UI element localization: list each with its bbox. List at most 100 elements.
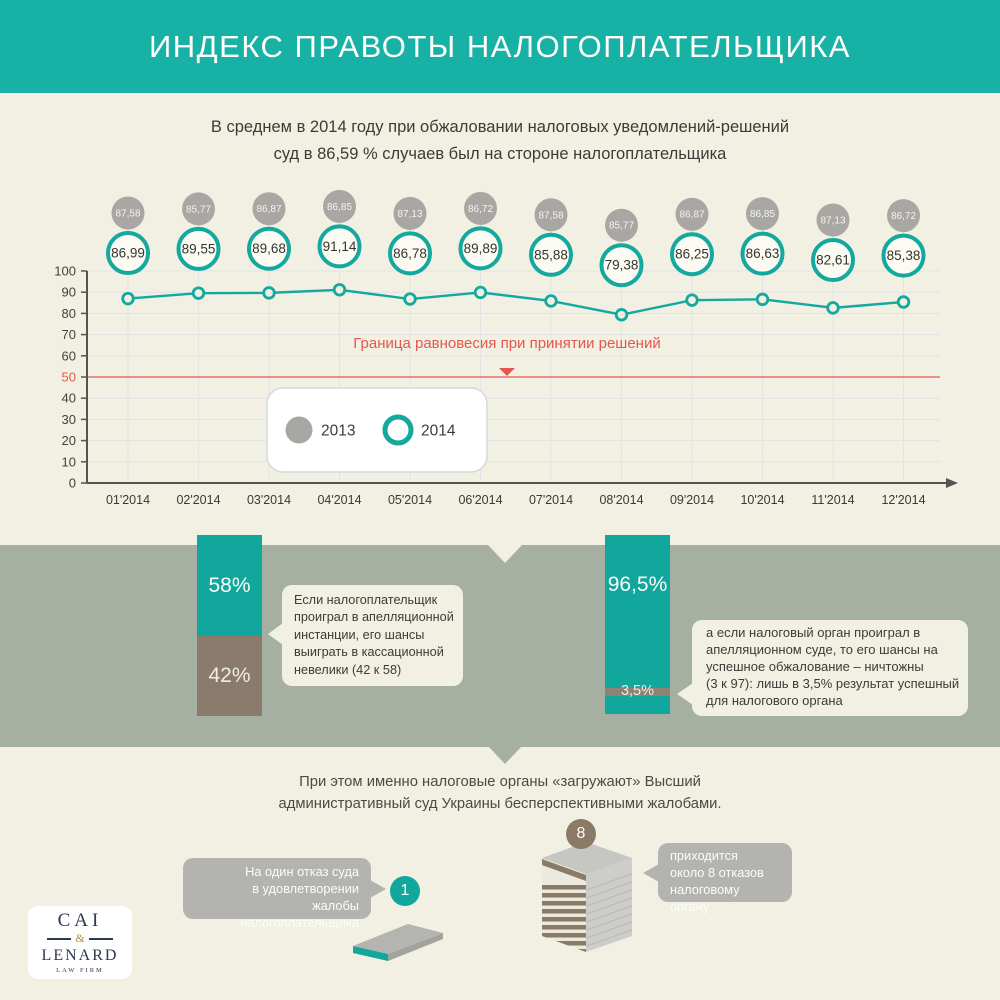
svg-text:86,85: 86,85 [750, 209, 775, 220]
count-eight-value: 8 [576, 825, 586, 842]
bar-segment-58: 58% [197, 535, 262, 637]
band-bottom-arrow [488, 746, 522, 764]
svg-text:10: 10 [62, 454, 76, 469]
svg-text:30: 30 [62, 412, 76, 427]
law-firm-logo: CAI & LENARD LAW FIRM [28, 906, 132, 979]
appeal-loss-bar: 58% 42% [197, 535, 262, 716]
svg-text:85,77: 85,77 [186, 204, 211, 215]
eight-refusals-bubble-line: приходится [670, 848, 738, 863]
svg-text:60: 60 [62, 348, 76, 363]
bottom-paragraph-line-1: При этом именно налоговые органы «загруж… [299, 774, 701, 790]
svg-text:89,89: 89,89 [464, 241, 498, 256]
legend: 2013 2014 [266, 387, 488, 473]
svg-text:91,14: 91,14 [323, 239, 357, 254]
count-eight-badge: 8 [566, 819, 596, 849]
series-2014-line [127, 288, 904, 316]
series-2013-value-bubbles: 87,58 85,77 86,87 86,85 87,13 86,72 87,58 85,77… [111, 189, 920, 242]
threshold-label: Граница равновесия при принятии решений [353, 335, 660, 352]
svg-text:20: 20 [62, 433, 76, 448]
left-callout-line: выиграть в кассационной [294, 645, 444, 660]
one-refusal-bubble-line: в удовлетворении [252, 881, 359, 896]
bar-segment-42: 42% [197, 636, 262, 716]
svg-text:100: 100 [54, 264, 76, 279]
right-callout-tail [677, 683, 693, 705]
horizontal-gridlines [87, 270, 940, 463]
svg-text:04'2014: 04'2014 [317, 493, 361, 507]
svg-text:85,38: 85,38 [887, 248, 921, 263]
eight-refusals-bubble: приходится около 8 отказов налоговому ор… [658, 843, 792, 914]
logo-rule-right [88, 937, 113, 940]
svg-text:86,87: 86,87 [256, 204, 281, 215]
svg-text:86,25: 86,25 [675, 247, 709, 262]
tax-authority-bar: 96,5% 3,5% [605, 535, 670, 714]
svg-text:86,78: 86,78 [393, 246, 427, 261]
svg-text:89,55: 89,55 [182, 241, 216, 256]
bubble-connectors [127, 206, 905, 266]
bar-label-58: 58% [208, 573, 251, 597]
svg-text:79,38: 79,38 [605, 258, 639, 273]
right-callout-line: для налогового органа [706, 692, 843, 708]
left-callout-line: невелики (42 к 58) [294, 662, 402, 677]
svg-text:05'2014: 05'2014 [388, 493, 432, 507]
logo-tagline: LAW FIRM [56, 967, 104, 974]
svg-text:86,87: 86,87 [679, 210, 704, 221]
threshold-pointer-icon [499, 368, 515, 376]
subtitle: В среднем в 2014 году при обжаловании на… [0, 114, 1000, 168]
bar-stripe-3-5 [605, 688, 670, 696]
svg-text:02'2014: 02'2014 [176, 493, 220, 507]
subtitle-line-2: суд в 86,59 % случаев был на стороне нал… [273, 145, 727, 163]
svg-text:80: 80 [62, 306, 76, 321]
left-callout: Если налогоплательщик проиграл в апелляц… [282, 585, 463, 686]
logo-name-top: CAI [57, 910, 103, 931]
svg-text:09'2014: 09'2014 [670, 493, 714, 507]
right-callout-line: апелляционном суде, то его шансы на [706, 641, 938, 657]
svg-text:85,77: 85,77 [609, 221, 634, 232]
single-sheet-icon [353, 924, 443, 961]
right-callout-line: а если налоговый орган проиграл в [706, 625, 921, 640]
svg-text:2013: 2013 [321, 423, 355, 440]
bar-label-96-5: 96,5% [607, 573, 668, 596]
logo-ampersand-row: & [47, 931, 113, 946]
logo-rule-left [47, 937, 72, 940]
count-one-value: 1 [400, 882, 410, 899]
left-callout-line: проиграл в апелляционной [294, 610, 454, 625]
x-axis-labels: 01'2014 02'2014 03'2014 04'2014 05'2014 06'20… [106, 493, 926, 507]
left-callout-tail [268, 623, 283, 645]
svg-text:03'2014: 03'2014 [247, 493, 291, 507]
svg-text:87,58: 87,58 [538, 210, 563, 221]
svg-text:86,63: 86,63 [746, 246, 780, 261]
header-bar: ИНДЕКС ПРАВОТЫ НАЛОГОПЛАТЕЛЬЩИКА [0, 0, 1000, 93]
count-one-badge: 1 [390, 876, 420, 906]
svg-text:12'2014: 12'2014 [881, 493, 925, 507]
right-callout-line: успешное обжалование – ничтожны [706, 658, 924, 674]
svg-text:0: 0 [69, 476, 76, 491]
svg-text:86,85: 86,85 [327, 202, 352, 213]
legend-2014-swatch-icon [382, 414, 414, 446]
svg-text:70: 70 [62, 327, 76, 342]
one-refusal-bubble-line: жалобы налогоплательщика [240, 898, 359, 930]
page-title: ИНДЕКС ПРАВОТЫ НАЛОГОПЛАТЕЛЬЩИКА [149, 28, 851, 64]
series-2014-markers [121, 283, 911, 322]
bar-label-42: 42% [208, 664, 251, 688]
svg-text:90: 90 [62, 285, 76, 300]
svg-text:87,13: 87,13 [820, 216, 845, 227]
svg-text:86,72: 86,72 [891, 211, 916, 222]
svg-text:06'2014: 06'2014 [458, 493, 502, 507]
svg-text:87,58: 87,58 [115, 209, 140, 220]
logo-name-bottom: LENARD [41, 947, 119, 964]
svg-text:86,72: 86,72 [468, 204, 493, 215]
right-callout-line: (3 к 97): лишь в 3,5% результат успешный [706, 675, 960, 691]
svg-text:40: 40 [62, 391, 76, 406]
left-callout-line: Если налогоплательщик [294, 593, 438, 607]
band-top-notch [488, 545, 522, 563]
bar-label-3-5: 3,5% [620, 683, 655, 699]
one-refusal-bubble-line: На один отказ суда [245, 864, 359, 879]
svg-text:87,13: 87,13 [397, 209, 422, 220]
legend-2013-swatch-icon [285, 416, 313, 444]
right-callout: а если налоговый орган проиграл в апелля… [692, 620, 968, 716]
one-refusal-bubble: На один отказ суда в удовлетворении жало… [183, 858, 371, 930]
bottom-paragraph-line-2: административный суд Украины бесперспект… [278, 795, 722, 812]
bottom-paragraph: При этом именно налоговые органы «загруж… [0, 772, 1000, 815]
eight-refusals-bubble-line: около 8 отказов [670, 865, 764, 880]
svg-text:50: 50 [62, 370, 76, 385]
